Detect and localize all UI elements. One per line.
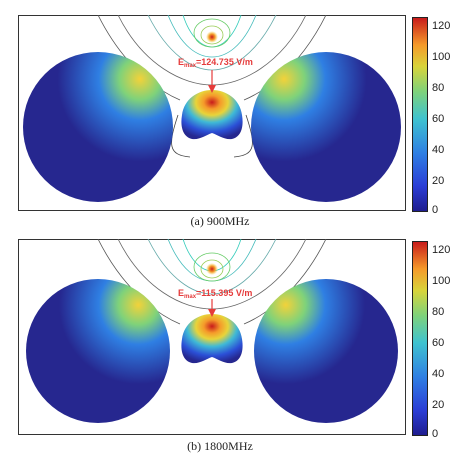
colorbar-900mhz bbox=[412, 17, 428, 212]
colorbar-tick: 0 bbox=[432, 204, 439, 216]
emax-arrowhead bbox=[208, 85, 216, 93]
colorbar-tick: 80 bbox=[432, 82, 445, 94]
head-model bbox=[181, 90, 243, 140]
field-plot-1800mhz: Emax=115.395 V/m bbox=[18, 239, 406, 435]
left-body bbox=[26, 279, 170, 423]
colorbar-tick: 40 bbox=[432, 368, 445, 380]
caption-900mhz: (a) 900MHz bbox=[190, 214, 250, 228]
right-body bbox=[254, 279, 398, 423]
emax-label: Emax=124.735 V/m bbox=[178, 57, 253, 69]
field-panel-900mhz: Emax=124.735 V/m bbox=[18, 15, 406, 211]
colorbar-tick: 40 bbox=[432, 144, 445, 156]
colorbar-tick: 20 bbox=[432, 399, 445, 411]
colorbar-tick: 100 bbox=[432, 51, 451, 63]
field-panel-1800mhz: Emax=115.395 V/m bbox=[18, 239, 406, 435]
contour-lines bbox=[97, 15, 327, 158]
colorbar-tick: 0 bbox=[432, 428, 439, 440]
source-hotspot bbox=[206, 263, 218, 275]
colorbar-1800mhz bbox=[412, 241, 428, 436]
colorbar-tick: 80 bbox=[432, 306, 445, 318]
source-hotspot bbox=[206, 31, 218, 43]
emax-label: Emax=115.395 V/m bbox=[178, 288, 252, 300]
colorbar-tick: 120 bbox=[432, 20, 451, 32]
colorbar-tick: 120 bbox=[432, 244, 451, 256]
field-plot-900mhz: Emax=124.735 V/m bbox=[18, 15, 406, 211]
emax-arrowhead bbox=[208, 309, 216, 317]
colorbar-tick: 60 bbox=[432, 113, 445, 125]
caption-1800mhz: (b) 1800MHz bbox=[187, 439, 253, 453]
colorbar-tick: 60 bbox=[432, 337, 445, 349]
colorbar-tick: 100 bbox=[432, 275, 451, 287]
head-model bbox=[181, 314, 243, 364]
colorbar-tick: 20 bbox=[432, 175, 445, 187]
right-body bbox=[251, 52, 401, 202]
left-body bbox=[23, 52, 173, 202]
